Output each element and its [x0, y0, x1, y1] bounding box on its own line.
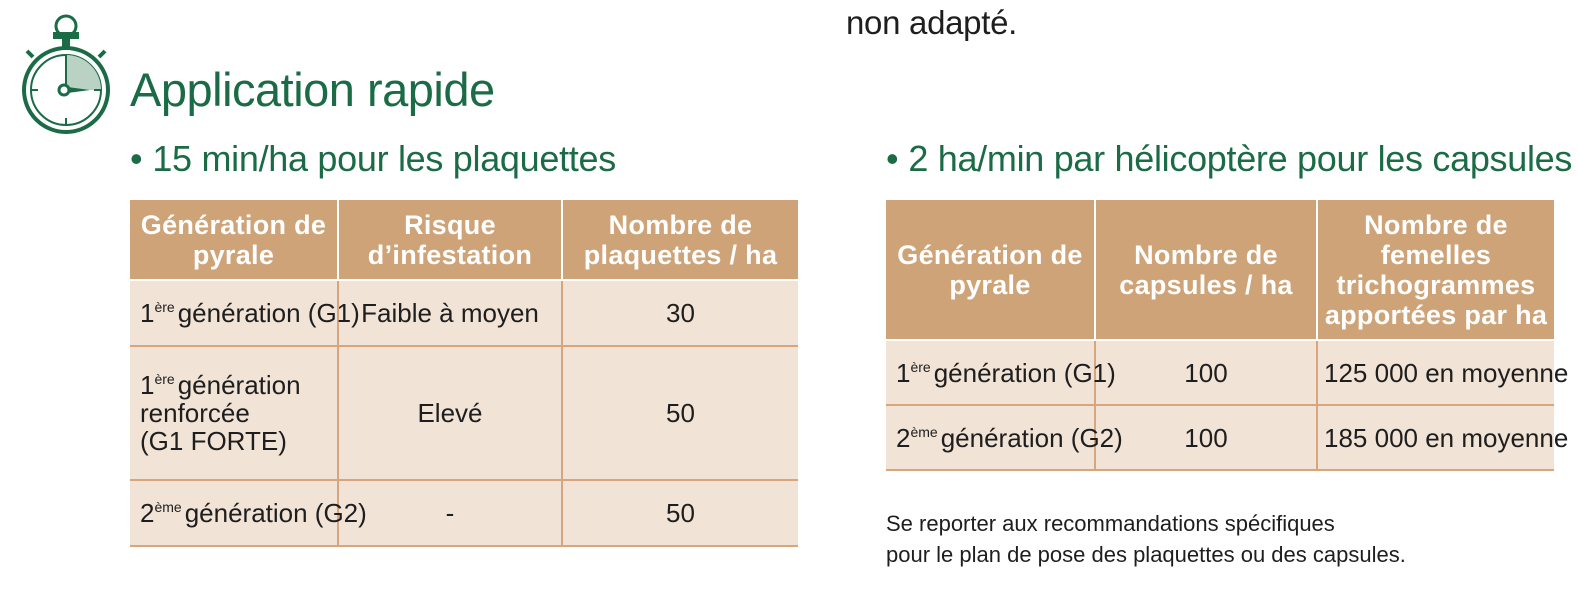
generation-cell: 2ème génération (G2)	[886, 404, 1123, 471]
ordinal-suffix: ère	[154, 371, 175, 387]
generation-cell: 1ère génération (G1)	[886, 339, 1116, 405]
bullet-capsules-text: 2 ha/min par hélicoptère pour les capsul…	[908, 138, 1573, 179]
females-cell: 125 000 en moyenne	[1317, 339, 1568, 405]
footnote-line: Se reporter aux recommandations spécifiq…	[886, 511, 1335, 536]
header-generation: Génération de pyrale	[130, 200, 339, 281]
bullet-dot: •	[886, 138, 899, 179]
plaquettes-table: Génération de pyrale Risque d’infestatio…	[130, 200, 798, 547]
capsules-table: Génération de pyrale Nombre de capsules …	[886, 200, 1568, 471]
header-nombre-capsules: Nombre de capsules / ha	[1095, 200, 1318, 341]
footnote-line: pour le plan de pose des plaquettes ou d…	[886, 542, 1406, 567]
risk-cell: Elevé	[338, 345, 563, 480]
gen-number: 2	[896, 422, 911, 453]
generation-cell: 1ère génération renforcée (G1 FORTE)	[130, 345, 339, 480]
count-cell: 30	[562, 279, 798, 346]
header-nombre-plaquettes: Nombre de plaquettes / ha	[562, 200, 798, 281]
gen-text-line3: (G1 FORTE)	[140, 426, 287, 456]
bullet-dot: •	[130, 138, 143, 179]
females-cell: 185 000 en moyenne	[1317, 404, 1568, 471]
gen-text-line1: génération	[177, 370, 301, 400]
table-row: 1ère génération (G1) Faible à moyen 30	[130, 279, 798, 346]
ordinal-suffix: ème	[910, 423, 938, 440]
gen-number: 1	[896, 357, 911, 388]
table-header-row: Génération de pyrale Nombre de capsules …	[886, 200, 1554, 341]
gen-text: génération (G1)	[933, 357, 1116, 388]
page-title: Application rapide	[130, 63, 495, 116]
bullet-plaquettes: • 15 min/ha pour les plaquettes	[130, 138, 616, 180]
header-risque: Risque d’infestation	[338, 200, 563, 281]
count-cell: 50	[562, 345, 798, 480]
stopwatch-icon	[22, 14, 110, 134]
gen-number: 1	[140, 298, 155, 328]
ordinal-suffix: ère	[154, 299, 175, 315]
top-note: non adapté.	[846, 4, 1018, 41]
risk-cell: Faible à moyen	[338, 279, 563, 346]
ordinal-suffix: ère	[910, 358, 931, 375]
generation-cell: 1ère génération (G1)	[130, 279, 360, 346]
gen-text: génération (G1)	[177, 298, 360, 328]
table-row: 1ère génération renforcée (G1 FORTE) Elev…	[130, 345, 798, 480]
count-cell: 50	[562, 479, 798, 547]
bullet-capsules: • 2 ha/min par hélicoptère pour les capsu…	[886, 138, 1572, 180]
capsules-cell: 100	[1095, 339, 1318, 405]
table-row: 2ème génération (G2) - 50	[130, 479, 798, 547]
header-generation: Génération de pyrale	[886, 200, 1096, 341]
table-row: 2ème génération (G2) 100 185 000 en moyen…	[886, 404, 1568, 471]
gen-number: 1	[140, 370, 155, 400]
gen-number: 2	[140, 498, 155, 528]
ordinal-suffix: ème	[154, 499, 182, 515]
gen-text: génération (G2)	[184, 498, 367, 528]
capsules-cell: 100	[1095, 404, 1318, 471]
bullet-plaquettes-text: 15 min/ha pour les plaquettes	[152, 138, 616, 179]
risk-cell: -	[338, 479, 563, 547]
table-header-row: Génération de pyrale Risque d’infestatio…	[130, 200, 798, 281]
footnote: Se reporter aux recommandations spécifiq…	[886, 508, 1406, 570]
header-nombre-femelles: Nombre de femelles trichogrammes apporté…	[1317, 200, 1554, 341]
gen-text-line2: renforcée	[140, 398, 250, 428]
gen-text: génération (G2)	[940, 422, 1123, 453]
table-row: 1ère génération (G1) 100 125 000 en moyen…	[886, 339, 1568, 405]
generation-cell: 2ème génération (G2)	[130, 479, 367, 547]
